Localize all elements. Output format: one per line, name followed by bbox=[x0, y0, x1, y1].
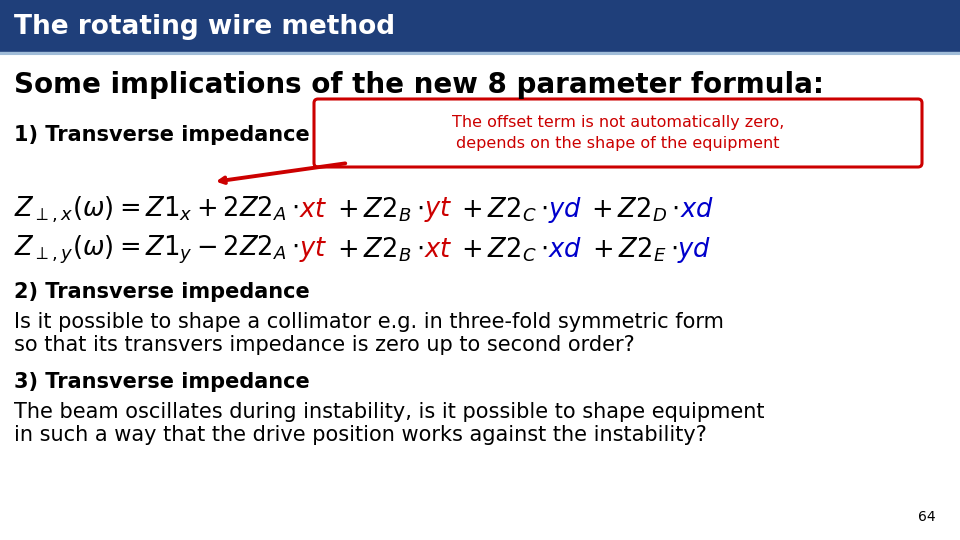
Text: 2) Transverse impedance: 2) Transverse impedance bbox=[14, 282, 310, 302]
Text: 64: 64 bbox=[919, 510, 936, 524]
Text: $\, + Z2_E \cdot$: $\, + Z2_E \cdot$ bbox=[583, 236, 677, 264]
Text: $\, + Z2_B \cdot$: $\, + Z2_B \cdot$ bbox=[328, 195, 423, 224]
Text: Is it possible to shape a collimator e.g. in three-fold symmetric form: Is it possible to shape a collimator e.g… bbox=[14, 312, 724, 332]
Text: The beam oscillates during instability, is it possible to shape equipment: The beam oscillates during instability, … bbox=[14, 402, 764, 422]
Text: The offset term is not automatically zero,: The offset term is not automatically zer… bbox=[452, 114, 784, 130]
Text: $\mathit{yd}$: $\mathit{yd}$ bbox=[677, 235, 711, 265]
Text: $\, + Z2_C \cdot$: $\, + Z2_C \cdot$ bbox=[452, 236, 548, 264]
Text: $\, + Z2_C \cdot$: $\, + Z2_C \cdot$ bbox=[452, 195, 548, 224]
Text: $\, + Z2_B \cdot$: $\, + Z2_B \cdot$ bbox=[328, 236, 423, 264]
FancyBboxPatch shape bbox=[0, 0, 960, 54]
Text: The rotating wire method: The rotating wire method bbox=[14, 14, 396, 40]
Text: $\mathit{xt}$: $\mathit{xt}$ bbox=[423, 237, 452, 263]
Text: $\mathit{yt}$: $\mathit{yt}$ bbox=[300, 235, 328, 265]
Text: in such a way that the drive position works against the instability?: in such a way that the drive position wo… bbox=[14, 425, 707, 445]
FancyBboxPatch shape bbox=[314, 99, 922, 167]
Text: $\mathit{xd}$: $\mathit{xd}$ bbox=[548, 237, 583, 263]
Text: $\mathit{yt}$: $\mathit{yt}$ bbox=[423, 195, 452, 225]
Text: $\mathit{xt}$: $\mathit{xt}$ bbox=[300, 197, 328, 223]
Text: 1) Transverse impedance: 1) Transverse impedance bbox=[14, 125, 310, 145]
Text: 3) Transverse impedance: 3) Transverse impedance bbox=[14, 372, 310, 392]
Text: $\mathit{xd}$: $\mathit{xd}$ bbox=[680, 197, 714, 223]
Text: $Z_{\perp,x}(\omega) = Z1_x + 2Z2_A \cdot$: $Z_{\perp,x}(\omega) = Z1_x + 2Z2_A \cdo… bbox=[14, 195, 300, 225]
Text: $\mathit{yd}$: $\mathit{yd}$ bbox=[548, 195, 583, 225]
Text: so that its transvers impedance is zero up to second order?: so that its transvers impedance is zero … bbox=[14, 335, 635, 355]
Text: $\, + Z2_D \cdot$: $\, + Z2_D \cdot$ bbox=[583, 195, 680, 224]
Text: Some implications of the new 8 parameter formula:: Some implications of the new 8 parameter… bbox=[14, 71, 824, 99]
Text: $Z_{\perp,y}(\omega) = Z1_y - 2Z2_A \cdot$: $Z_{\perp,y}(\omega) = Z1_y - 2Z2_A \cdo… bbox=[14, 234, 300, 266]
Text: depends on the shape of the equipment: depends on the shape of the equipment bbox=[456, 136, 780, 151]
